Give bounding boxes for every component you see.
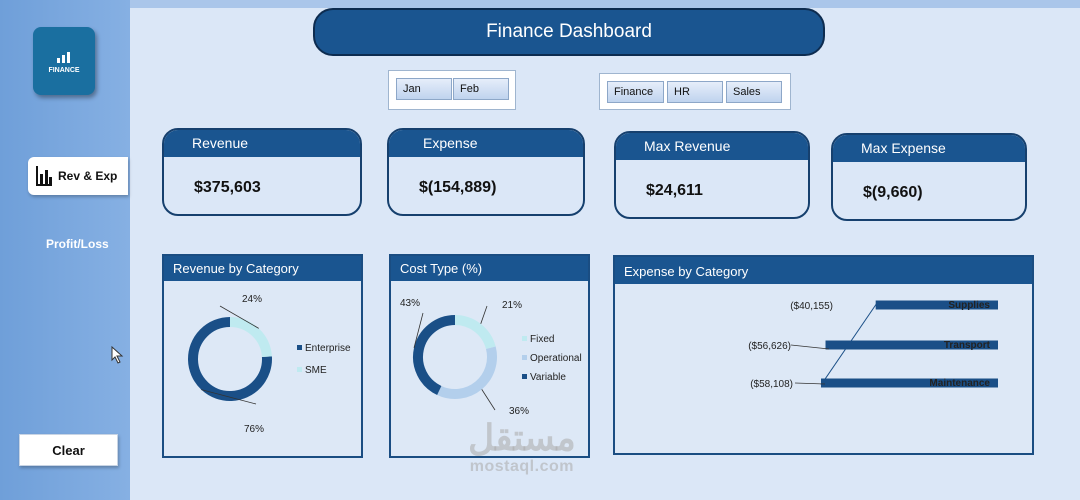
- legend-swatch-fixed: [522, 336, 527, 341]
- kpi-value: $(154,889): [419, 179, 497, 196]
- watermark: مستقل mostaql.com: [468, 418, 576, 476]
- category-label-supplies: Supplies: [948, 300, 990, 311]
- leader-line-operational: [481, 389, 496, 411]
- kpi-revenue: Revenue $375,603: [162, 128, 362, 216]
- building-chart-icon: [36, 166, 52, 186]
- kpi-label: Max Revenue: [616, 133, 808, 160]
- panel-title: Expense by Category: [615, 257, 1032, 284]
- logo-text: FINANCE: [48, 67, 80, 74]
- kpi-expense: Expense $(154,889): [387, 128, 585, 216]
- expense-by-category-chart: Supplies ($40,155) Transport ($56,626) Maint…: [748, 300, 998, 390]
- data-label-maintenance: ($58,108): [750, 379, 793, 390]
- move-cursor-icon: [111, 345, 125, 369]
- data-label-enterprise: 76%: [244, 424, 264, 435]
- leader-line-fixed: [480, 305, 488, 324]
- leader-line-enterprise: [201, 389, 257, 405]
- donut-slice-enterprise: [188, 317, 272, 401]
- kpi-label: Revenue: [164, 130, 360, 157]
- data-label-variable: 43%: [400, 298, 420, 309]
- legend-swatch-enterprise: [297, 345, 302, 350]
- legend-swatch-sme: [297, 367, 302, 372]
- leader-line-variable: [413, 312, 424, 348]
- slicer-option-sales[interactable]: Sales: [726, 81, 782, 103]
- donut-slice-fixed: [454, 315, 496, 350]
- category-label-transport: Transport: [944, 340, 991, 351]
- kpi-label: Expense: [389, 130, 583, 157]
- leader-line-sme: [219, 305, 259, 329]
- bar-supplies: [875, 300, 998, 310]
- bar-maintenance: [821, 378, 998, 388]
- data-label-operational: 36%: [509, 406, 529, 417]
- panel-title: Cost Type (%): [391, 256, 588, 281]
- leader-line-maintenance: [794, 382, 826, 385]
- sidebar-item-label: Rev & Exp: [58, 169, 118, 183]
- data-label-supplies: ($40,155): [790, 301, 833, 312]
- panel-title: Revenue by Category: [164, 256, 361, 281]
- watermark-latin: mostaql.com: [469, 458, 574, 475]
- bar-chart-icon: [57, 52, 70, 63]
- top-strip: [0, 0, 1080, 8]
- data-label-transport: ($56,626): [748, 341, 791, 352]
- legend-swatch-operational: [522, 355, 527, 360]
- bar-transport: [825, 340, 998, 350]
- kpi-max-expense: Max Expense $(9,660): [831, 133, 1027, 221]
- data-label-sme: 24%: [242, 294, 262, 305]
- category-label-maintenance: Maintenance: [929, 378, 990, 389]
- sidebar: FINANCE Rev & Exp Profit/Loss Clear: [0, 0, 130, 500]
- legend-entry-variable: Variable: [530, 372, 566, 383]
- slicer-option-jan[interactable]: Jan: [396, 78, 452, 100]
- cost-type-chart: 21% 36% 43% Fixed Operational Variable: [400, 298, 582, 417]
- sidebar-item-profit-loss[interactable]: Profit/Loss: [46, 237, 109, 251]
- slicer-option-finance[interactable]: Finance: [607, 81, 664, 103]
- leader-line-transport: [790, 344, 830, 350]
- slicer-option-hr[interactable]: HR: [667, 81, 723, 103]
- legend-entry-enterprise: Enterprise: [305, 343, 351, 354]
- slicer-option-feb[interactable]: Feb: [453, 78, 509, 100]
- month-slicer: Jan Feb: [388, 70, 516, 110]
- kpi-value: $(9,660): [863, 184, 923, 201]
- kpi-label: Max Expense: [833, 135, 1025, 162]
- page-title: Finance Dashboard: [313, 8, 825, 56]
- department-slicer: Finance HR Sales: [599, 73, 791, 110]
- leader-line-supplies: [820, 302, 878, 386]
- expense-by-category-panel: Supplies ($40,155) Transport ($56,626) Maint…: [613, 255, 1034, 455]
- kpi-value: $375,603: [194, 179, 261, 196]
- data-label-fixed: 21%: [502, 300, 522, 311]
- donut-slice-variable: [413, 315, 456, 396]
- revenue-by-category-panel: 76% 24% Enterprise SME Revenue by Category: [162, 254, 363, 458]
- donut-slice-operational: [437, 346, 497, 399]
- kpi-max-revenue: Max Revenue $24,611: [614, 131, 810, 219]
- legend-entry-sme: SME: [305, 365, 327, 376]
- finance-logo[interactable]: FINANCE: [33, 27, 95, 95]
- sidebar-item-rev-exp[interactable]: Rev & Exp: [28, 157, 128, 195]
- watermark-arabic: مستقل: [468, 417, 576, 458]
- revenue-by-category-chart: 76% 24% Enterprise SME: [188, 294, 351, 435]
- legend-swatch-variable: [522, 374, 527, 379]
- legend-entry-operational: Operational: [530, 353, 582, 364]
- cost-type-panel: 21% 36% 43% Fixed Operational Variable Cost T…: [389, 254, 590, 458]
- kpi-value: $24,611: [646, 182, 703, 199]
- legend-entry-fixed: Fixed: [530, 334, 554, 345]
- donut-slice-sme: [229, 317, 272, 358]
- clear-button[interactable]: Clear: [19, 434, 118, 466]
